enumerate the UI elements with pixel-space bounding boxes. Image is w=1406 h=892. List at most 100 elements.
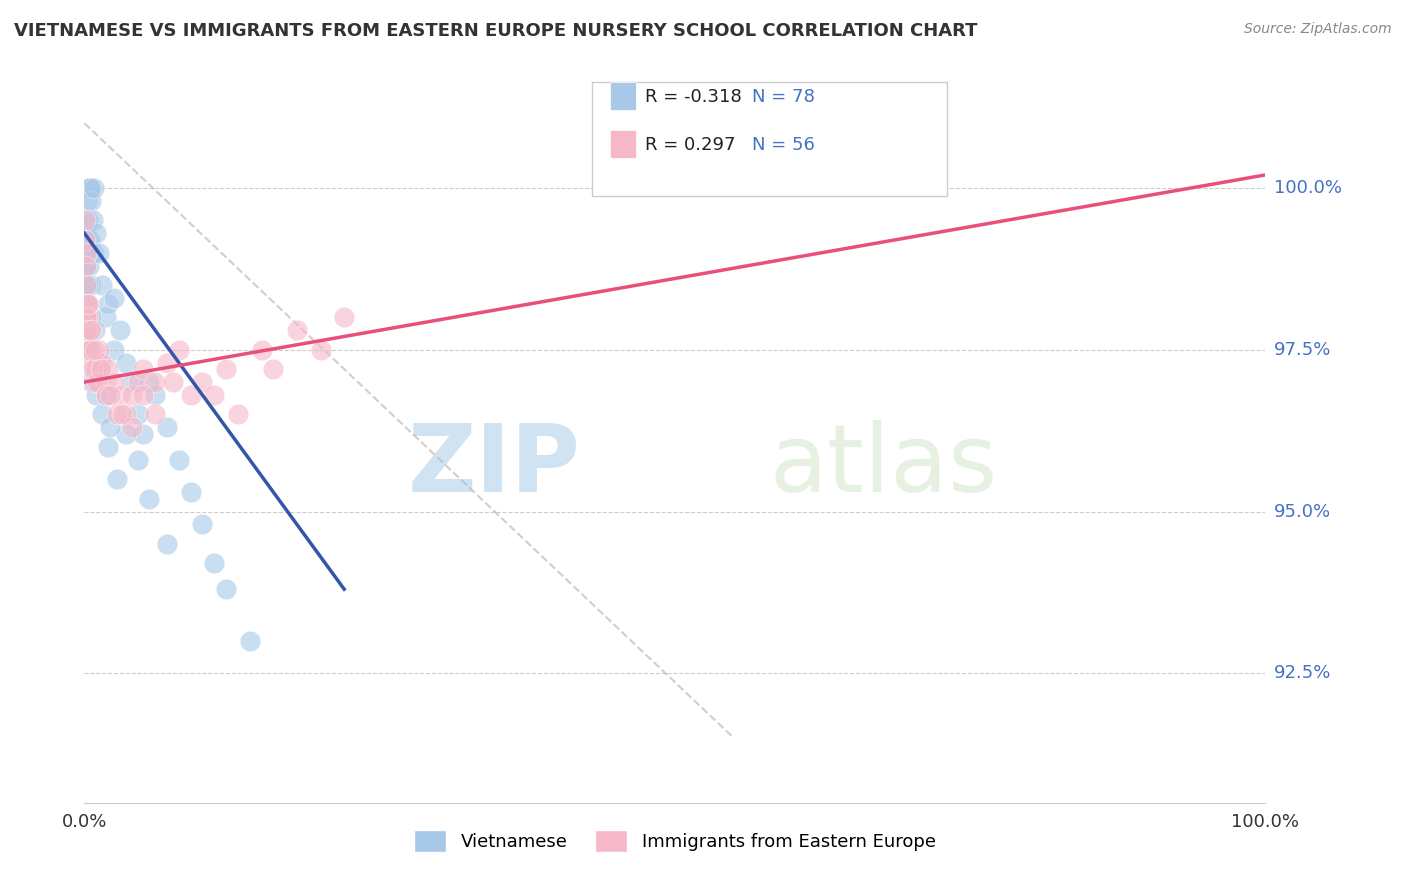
Point bbox=[97, 362, 120, 376]
Point bbox=[180, 388, 202, 402]
Point bbox=[285, 323, 308, 337]
Point bbox=[77, 310, 100, 325]
Point bbox=[143, 408, 166, 422]
Point bbox=[114, 356, 136, 370]
Point bbox=[94, 310, 117, 325]
Point bbox=[103, 375, 125, 389]
Point bbox=[87, 343, 110, 357]
Point bbox=[262, 362, 284, 376]
Point bbox=[84, 388, 107, 402]
Point bbox=[94, 388, 117, 402]
Point bbox=[127, 452, 149, 467]
Point bbox=[108, 323, 131, 337]
Point bbox=[75, 259, 97, 273]
Point bbox=[94, 388, 117, 402]
Point bbox=[132, 362, 155, 376]
Point bbox=[79, 181, 101, 195]
Point bbox=[73, 213, 96, 227]
Point bbox=[76, 181, 98, 195]
Point bbox=[76, 310, 98, 325]
Point bbox=[156, 356, 179, 370]
Point bbox=[75, 277, 97, 292]
Point bbox=[97, 297, 120, 311]
FancyBboxPatch shape bbox=[592, 82, 946, 195]
Point bbox=[77, 181, 100, 195]
Point bbox=[94, 375, 117, 389]
Point bbox=[83, 245, 105, 260]
Point bbox=[83, 362, 105, 376]
Text: R = -0.318: R = -0.318 bbox=[645, 88, 742, 106]
Point bbox=[75, 226, 97, 240]
Text: VIETNAMESE VS IMMIGRANTS FROM EASTERN EUROPE NURSERY SCHOOL CORRELATION CHART: VIETNAMESE VS IMMIGRANTS FROM EASTERN EU… bbox=[14, 22, 977, 40]
Point bbox=[202, 388, 225, 402]
Point bbox=[84, 362, 107, 376]
Point bbox=[76, 245, 98, 260]
Point bbox=[76, 245, 98, 260]
Point bbox=[80, 343, 103, 357]
Point bbox=[83, 181, 105, 195]
Text: 97.5%: 97.5% bbox=[1274, 341, 1331, 359]
Point bbox=[98, 420, 121, 434]
Point bbox=[76, 323, 98, 337]
Point bbox=[180, 485, 202, 500]
Point bbox=[76, 277, 98, 292]
Point bbox=[79, 181, 101, 195]
Point bbox=[75, 181, 97, 195]
Point bbox=[121, 420, 143, 434]
Point bbox=[77, 245, 100, 260]
Text: N = 56: N = 56 bbox=[752, 136, 814, 153]
Text: 92.5%: 92.5% bbox=[1274, 665, 1331, 682]
Point bbox=[89, 356, 111, 370]
Point bbox=[80, 375, 103, 389]
Point bbox=[91, 408, 114, 422]
Point bbox=[79, 343, 101, 357]
Text: N = 78: N = 78 bbox=[752, 88, 814, 106]
Point bbox=[143, 388, 166, 402]
Point bbox=[75, 233, 97, 247]
Point bbox=[127, 375, 149, 389]
Point bbox=[132, 388, 155, 402]
Point bbox=[80, 323, 103, 337]
Point bbox=[84, 323, 107, 337]
Point bbox=[79, 323, 101, 337]
Point bbox=[121, 388, 143, 402]
Point bbox=[127, 408, 149, 422]
Point bbox=[103, 291, 125, 305]
Point bbox=[97, 440, 120, 454]
Point bbox=[83, 375, 105, 389]
Point bbox=[132, 426, 155, 441]
Point bbox=[309, 343, 332, 357]
Text: 100.0%: 100.0% bbox=[1274, 179, 1341, 197]
Point bbox=[77, 181, 100, 195]
Text: atlas: atlas bbox=[769, 420, 998, 512]
Point bbox=[75, 277, 97, 292]
Point bbox=[87, 245, 110, 260]
Point bbox=[103, 343, 125, 357]
Point bbox=[167, 452, 190, 467]
Point bbox=[77, 323, 100, 337]
Point bbox=[114, 408, 136, 422]
Point bbox=[108, 388, 131, 402]
Point bbox=[138, 375, 160, 389]
Point bbox=[215, 362, 238, 376]
Point bbox=[75, 245, 97, 260]
Text: 95.0%: 95.0% bbox=[1274, 502, 1331, 521]
Point bbox=[75, 259, 97, 273]
Point bbox=[162, 375, 184, 389]
Point bbox=[143, 375, 166, 389]
Point bbox=[82, 213, 104, 227]
Point bbox=[215, 582, 238, 597]
Point bbox=[107, 472, 129, 486]
Point bbox=[76, 323, 98, 337]
Point bbox=[77, 297, 100, 311]
Point bbox=[79, 245, 101, 260]
Point bbox=[77, 181, 100, 195]
Text: ZIP: ZIP bbox=[408, 420, 581, 512]
Point bbox=[86, 375, 108, 389]
Point bbox=[75, 181, 97, 195]
Point bbox=[82, 362, 104, 376]
Point bbox=[77, 297, 100, 311]
Point bbox=[73, 259, 96, 273]
Point bbox=[77, 343, 100, 357]
Point bbox=[80, 310, 103, 325]
